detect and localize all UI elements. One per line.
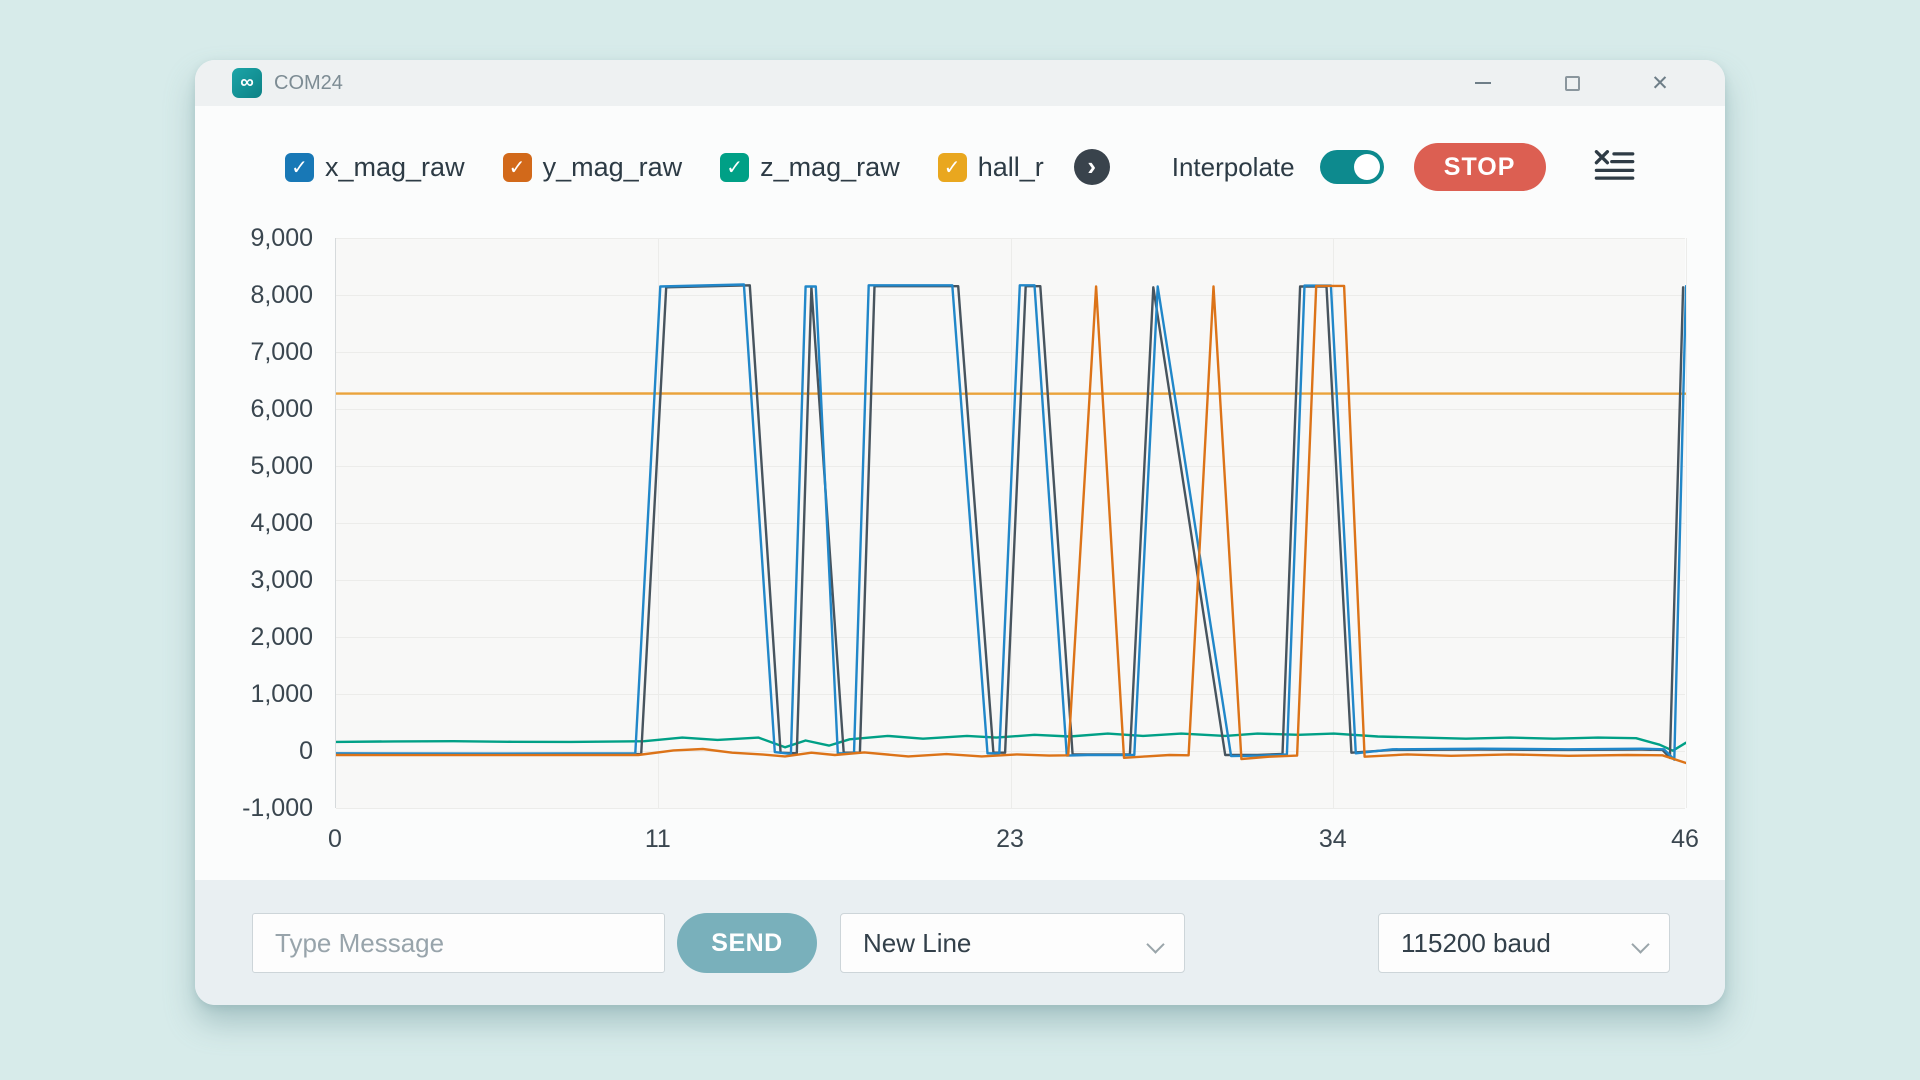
bottom-bar: SEND New Line 115200 baud <box>195 880 1725 1005</box>
x-tick-label: 46 <box>1671 825 1699 853</box>
send-button[interactable]: SEND <box>677 913 817 973</box>
minimize-icon <box>1475 82 1491 84</box>
plot-area[interactable] <box>335 237 1687 809</box>
close-icon: ✕ <box>1651 71 1669 95</box>
titlebar: ∞ COM24 ✕ <box>195 60 1725 106</box>
toggle-knob <box>1353 154 1380 180</box>
chevron-down-icon <box>1631 935 1650 954</box>
checkbox-hall-r[interactable]: ✓ <box>937 152 967 182</box>
y-tick-label: 1,000 <box>250 680 313 708</box>
series-x_mag_raw-line <box>336 283 1686 761</box>
window-minimize-button[interactable] <box>1468 68 1498 98</box>
arduino-icon: ∞ <box>232 68 262 98</box>
legend-item-hall-r[interactable]: ✓ hall_r <box>937 151 1044 183</box>
legend-label: hall_r <box>977 151 1044 182</box>
check-icon: ✓ <box>726 156 743 179</box>
baud-rate-select[interactable]: 115200 baud <box>1378 913 1670 973</box>
y-tick-label: 3,000 <box>250 566 313 594</box>
interpolate-label: Interpolate <box>1171 151 1295 182</box>
chevron-down-icon <box>1146 935 1165 954</box>
check-icon: ✓ <box>943 156 961 179</box>
interpolate-toggle[interactable] <box>1319 150 1384 184</box>
legend-item-y-mag-raw[interactable]: ✓ y_mag_raw <box>502 151 683 183</box>
legend-overflow-button[interactable]: › <box>1073 149 1110 185</box>
chevron-right-icon: › <box>1087 150 1097 181</box>
serial-plotter-window: ∞ COM24 ✕ ✓ x_mag_raw ✓ y_mag_raw ✓ z_ma… <box>195 60 1725 1005</box>
checkbox-x-mag-raw[interactable]: ✓ <box>285 152 314 182</box>
x-tick-label: 0 <box>328 825 342 853</box>
checkbox-y-mag-raw[interactable]: ✓ <box>502 152 532 182</box>
clear-list-x-icon <box>1594 150 1634 180</box>
v-gridline <box>658 238 660 808</box>
y-tick-label: 0 <box>299 737 313 765</box>
x-tick-label: 11 <box>644 825 671 853</box>
window-close-button[interactable]: ✕ <box>1645 68 1675 98</box>
y-tick-label: 8,000 <box>250 281 313 309</box>
line-ending-value: New Line <box>863 927 972 958</box>
baud-rate-value: 115200 baud <box>1401 927 1551 958</box>
maximize-icon <box>1564 75 1580 91</box>
legend-item-x-mag-raw[interactable]: ✓ x_mag_raw <box>285 152 465 183</box>
legend-label: x_mag_raw <box>325 151 465 182</box>
checkbox-z-mag-raw[interactable]: ✓ <box>720 152 750 182</box>
v-gridline <box>1010 238 1012 808</box>
window-maximize-button[interactable] <box>1557 68 1587 98</box>
y-tick-label: 2,000 <box>250 623 313 651</box>
message-input[interactable] <box>252 913 665 973</box>
y-tick-label: 6,000 <box>250 395 313 423</box>
y-tick-label: 9,000 <box>250 224 313 252</box>
y-tick-label: -1,000 <box>242 794 313 822</box>
chart-canvas <box>336 283 1686 765</box>
stop-button[interactable]: STOP <box>1413 143 1546 191</box>
legend-label: z_mag_raw <box>760 151 900 182</box>
arduino-infinity-glyph: ∞ <box>240 72 254 93</box>
check-icon: ✓ <box>508 156 526 179</box>
y-tick-label: 5,000 <box>250 452 313 480</box>
v-gridline <box>1333 238 1335 808</box>
v-gridline <box>1685 238 1687 808</box>
line-ending-select[interactable]: New Line <box>840 913 1185 973</box>
legend-row: ✓ x_mag_raw ✓ y_mag_raw ✓ z_mag_raw ✓ ha… <box>285 139 1695 195</box>
x-tick-label: 23 <box>996 825 1024 853</box>
window-title: COM24 <box>274 71 343 94</box>
x-tick-label: 34 <box>1318 825 1347 853</box>
series-y_mag_raw-line <box>336 284 1686 765</box>
y-tick-label: 4,000 <box>250 509 313 537</box>
y-tick-label: 7,000 <box>250 338 313 366</box>
clear-chart-button[interactable] <box>1592 149 1636 185</box>
series-z_mag_raw-line <box>336 732 1686 752</box>
h-gridline <box>336 807 1685 809</box>
legend-item-z-mag-raw[interactable]: ✓ z_mag_raw <box>720 152 900 183</box>
check-icon: ✓ <box>291 156 308 179</box>
legend-label: y_mag_raw <box>542 151 683 182</box>
